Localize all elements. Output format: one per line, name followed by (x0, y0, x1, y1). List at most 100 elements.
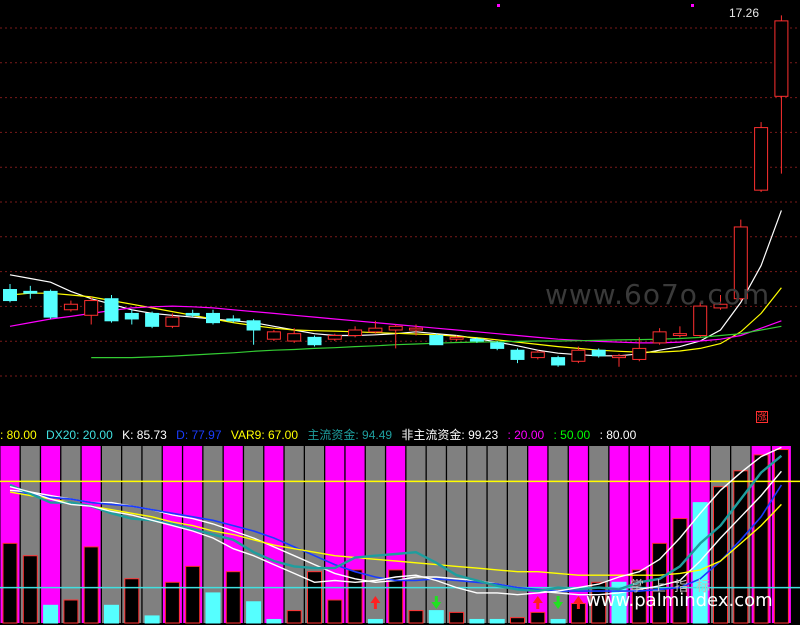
indicator-line-1 (9, 484, 783, 592)
indicator-bg-bar (548, 446, 568, 623)
candle-body (490, 342, 505, 349)
histogram-bar (388, 569, 404, 624)
histogram-bar (43, 604, 59, 624)
candle-body (429, 335, 444, 346)
indicator-bg-bar (508, 446, 527, 623)
indicator-bg-bar (264, 446, 284, 623)
histogram-bar (530, 611, 546, 624)
candle-body (510, 349, 525, 360)
watermark-palmindex: www.palmindex.com (586, 590, 773, 611)
candle-body (571, 349, 586, 362)
candle-body (3, 289, 17, 302)
signal-markers (370, 4, 694, 609)
histogram-bar (449, 611, 465, 624)
candle-body (754, 127, 769, 191)
candle-body (530, 351, 545, 359)
legend-line-20: : 20.00 (507, 428, 545, 442)
indicator-bg-bar (325, 446, 345, 623)
indicator-bg-bar (589, 446, 609, 623)
indicator-bg-bar (284, 446, 304, 623)
candle-body (206, 312, 220, 324)
histogram-bar (367, 618, 383, 624)
candle-body (63, 303, 78, 311)
candle-body (409, 327, 423, 331)
indicator-bg-bar (244, 446, 264, 623)
indicator-bg-bar (102, 446, 121, 623)
buy-arrow-icon (532, 596, 543, 609)
candle-body (124, 312, 139, 320)
buy-arrow-icon (573, 596, 584, 609)
legend-k: K: 85.73 (122, 428, 167, 442)
candle-body (104, 298, 119, 322)
last-price-label: 17.26 (729, 6, 760, 20)
candle-body (368, 327, 383, 333)
indicator-legend: : 80.00 DX20: 20.00 K: 85.73 D: 77.97 VA… (0, 426, 800, 444)
candle-body (226, 318, 241, 322)
histogram-bar (266, 618, 282, 624)
candle-body (632, 347, 647, 360)
candle-body (246, 320, 261, 331)
candle-body (672, 333, 687, 337)
indicator-bg-bar (365, 446, 385, 623)
indicator-bg-bar (61, 446, 81, 623)
histogram-bar (246, 601, 262, 624)
candle-body (591, 349, 606, 357)
candle-body (612, 355, 626, 359)
indicator-bg-bar (406, 446, 426, 623)
legend-line-80: : 80.00 (0, 428, 37, 442)
histogram-bar (63, 599, 79, 624)
indicator-line-3 (9, 454, 783, 593)
buy-arrow-icon (370, 596, 381, 609)
histogram-bar (489, 618, 505, 624)
histogram-bar (408, 610, 424, 624)
histogram-bar (104, 604, 119, 624)
indicator-line-4 (9, 446, 782, 596)
price-grid (0, 27, 800, 377)
legend-d: D: 77.97 (176, 428, 222, 442)
candle-body (348, 329, 363, 337)
candlestick-series (3, 15, 789, 367)
histogram-bar (550, 618, 566, 624)
legend-line-80b: : 80.00 (599, 428, 637, 442)
candle-body (165, 316, 180, 327)
indicator-bg-bar (568, 446, 588, 623)
indicator-line-2 (9, 491, 782, 576)
watermark-6o7o: www.6o7o.com (545, 278, 771, 311)
candle-body (693, 305, 708, 337)
histogram-bar (347, 569, 363, 624)
indicator-lines (9, 446, 783, 596)
histogram-bar (225, 571, 241, 624)
legend-dx20: DX20: 20.00 (46, 428, 113, 442)
histogram-bar (22, 555, 38, 624)
histogram-bar (185, 565, 201, 624)
histogram-bar (286, 610, 302, 624)
top-marker-dot (691, 4, 694, 7)
candle-body (307, 336, 322, 346)
histogram-bar (773, 449, 789, 624)
sell-arrow-icon (431, 596, 442, 609)
histogram-bar (205, 592, 221, 624)
candle-body (266, 331, 281, 340)
histogram-bar (83, 546, 99, 624)
watermark-palm-cn: 掌上指标 (630, 579, 718, 595)
candle-body (713, 303, 728, 309)
candle-body (733, 226, 748, 300)
histogram-bar (692, 502, 708, 624)
candle-body (388, 325, 403, 331)
top-marker-dot (497, 4, 500, 7)
indicator-bg-bar (487, 446, 507, 623)
indicator-bg-bar (467, 446, 487, 623)
indicator-bg-bar (41, 446, 61, 623)
candle-body (774, 20, 789, 97)
candle-body (449, 336, 464, 340)
sell-arrow-icon (553, 596, 564, 609)
indicator-bg-bar (142, 446, 162, 623)
candle-body (23, 290, 38, 294)
histogram-bar (469, 618, 485, 624)
candle-body (145, 312, 160, 327)
histogram-bar (144, 615, 160, 624)
candle-body (287, 333, 302, 342)
rise-badge: 涨 (756, 411, 768, 423)
legend-var9: VAR9: 67.00 (230, 428, 299, 442)
indicator-bg-bar (447, 446, 467, 623)
